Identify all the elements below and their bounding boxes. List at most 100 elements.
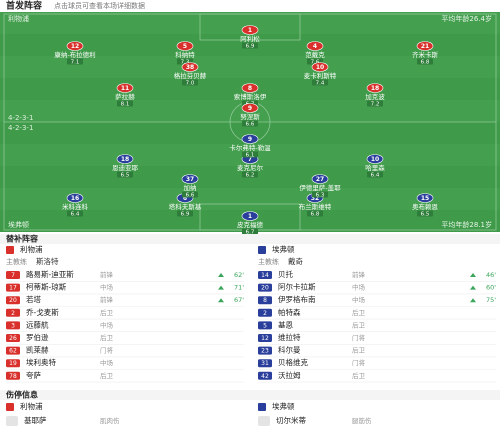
player-name: 麦卡利斯特	[304, 71, 337, 80]
player-rating: 6.6	[246, 121, 255, 127]
player-number: 37	[186, 176, 194, 183]
sub-number: 42	[261, 373, 269, 380]
player-number: 7	[248, 156, 252, 163]
player-rating: 6.1	[246, 152, 255, 158]
player-rating: 6.2	[246, 172, 255, 178]
sub-event: 62'	[234, 271, 244, 279]
sub-event: 71'	[234, 284, 244, 292]
sub-name: 路易斯-迪亚斯	[26, 269, 74, 279]
sub-in-icon	[218, 285, 224, 290]
sub-number: 5	[263, 322, 267, 329]
sub-number-badge	[6, 346, 20, 355]
sub-number-badge	[258, 371, 272, 380]
rating-box	[242, 120, 258, 127]
sub-position: 门将	[352, 358, 366, 367]
sub-name: 阿尔卡拉斯	[278, 282, 316, 292]
header-subtitle: 点击球员可查看本场详细数据	[54, 1, 145, 10]
player-rating: 7.3	[181, 59, 190, 65]
sub-event: 46'	[486, 271, 496, 279]
player-rating: 6.3	[316, 192, 325, 198]
sub-in-icon	[470, 285, 476, 290]
sub-position: 中场	[100, 320, 114, 329]
sub-in-icon	[218, 273, 224, 277]
player-badge	[241, 134, 259, 144]
player-name: 米科连科	[62, 202, 89, 211]
sub-number-badge	[258, 359, 272, 368]
rating-box	[417, 58, 433, 65]
sub-number-badge	[6, 371, 20, 380]
sub-name: 若塔	[26, 294, 41, 304]
formation: 4-2-3-1	[8, 124, 33, 132]
player-number: 27	[316, 176, 324, 183]
away-coach-label: 主教练	[258, 257, 279, 266]
player-name: 科纳特	[175, 50, 195, 59]
rating-box	[367, 171, 383, 178]
player-badge	[176, 41, 194, 51]
rating-box	[117, 171, 133, 178]
player-badge	[241, 83, 259, 93]
player-badge	[311, 62, 329, 72]
sub-number-badge	[6, 283, 20, 292]
rating-box	[242, 151, 258, 158]
player-name: 格拉芬贝赫	[174, 71, 207, 80]
sub-position: 中场	[100, 358, 114, 367]
player-number: 1	[248, 27, 252, 34]
sub-in-icon	[218, 298, 224, 303]
sub-number: 3	[11, 322, 15, 329]
sub-number: 78	[9, 373, 17, 380]
player-rating: 7.0	[186, 80, 195, 86]
player-name: 阿利松	[240, 34, 260, 43]
player-number: 38	[186, 64, 194, 71]
player-rating: 7.6	[311, 59, 320, 65]
sub-event: 75'	[486, 296, 496, 304]
rating-box	[182, 191, 198, 198]
player-number: 4	[313, 43, 317, 50]
sub-number: 62	[9, 348, 17, 355]
player-rating: 7.2	[371, 101, 380, 107]
sub-position: 后卫	[100, 333, 114, 342]
rating-box	[67, 210, 83, 217]
injury-name: 切尔米蒂	[276, 415, 306, 425]
sub-position: 中场	[100, 283, 114, 292]
sub-number: 20	[261, 285, 269, 292]
header-title: 首发阵容	[6, 0, 42, 12]
section-bar	[0, 390, 500, 400]
sub-number-badge	[258, 346, 272, 355]
team-name: 利物浦	[8, 14, 29, 23]
sub-number: 31	[261, 360, 269, 367]
player-rating: 6.9	[246, 43, 255, 49]
player-rating: 6.8	[421, 59, 430, 65]
player-number: 16	[71, 195, 79, 202]
player-badge	[241, 25, 259, 35]
sub-number: 12	[261, 335, 269, 342]
player-rating: 8.1	[121, 101, 130, 107]
injury-status: 肌肉伤	[100, 416, 120, 425]
sub-position: 后卫	[100, 308, 114, 317]
player-number: 11	[121, 85, 129, 92]
sub-position: 门将	[352, 333, 366, 342]
rating-box	[177, 210, 193, 217]
sub-in-icon	[470, 273, 476, 277]
team-logo	[6, 246, 14, 254]
player-name: 恩迪亚耶	[112, 163, 139, 172]
sub-number: 7	[11, 272, 15, 279]
